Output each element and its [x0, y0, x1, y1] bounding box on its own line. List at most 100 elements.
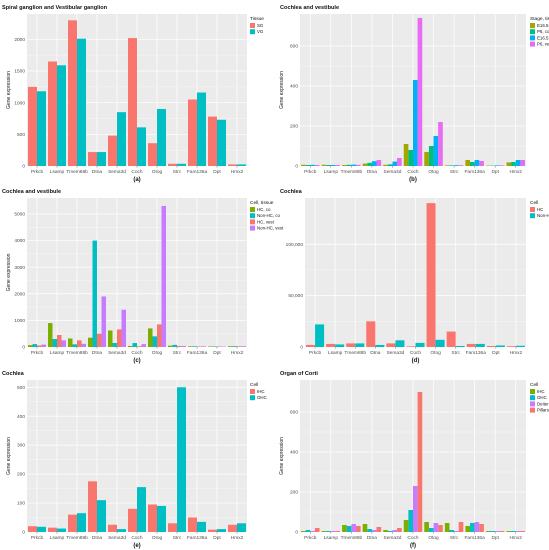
- legend-label: HC: [537, 207, 543, 212]
- legend-swatch: [530, 395, 535, 401]
- bar-non-hc-vest: [41, 344, 46, 347]
- bar-non-hc-vest: [241, 346, 246, 347]
- bar-p6-co: [387, 164, 393, 166]
- bar-hc-vest: [57, 335, 62, 347]
- legend-label: E16.5, vest: [537, 35, 549, 40]
- bar-hc: [346, 343, 356, 347]
- bar-pillars: [397, 528, 402, 532]
- bar-non-hc: [435, 339, 445, 347]
- bar-non-hc-vest: [61, 340, 66, 347]
- bar-sg: [28, 86, 37, 166]
- x-tick-label: Lsamp: [50, 535, 65, 541]
- x-tick-label: Sema3d: [384, 535, 402, 541]
- bar-hc-co: [68, 338, 73, 347]
- x-tick-label: Dtna: [92, 535, 102, 541]
- bar-e16-5-vest: [310, 164, 315, 166]
- bar-non-hc-co: [212, 346, 217, 347]
- x-tick-label: Prkcb: [31, 169, 44, 175]
- legend-swatch: [530, 389, 535, 394]
- bar-ihc: [188, 517, 197, 532]
- bar-hc-vest: [117, 329, 122, 347]
- panel-label: (b): [409, 177, 417, 183]
- bar-hc: [306, 344, 316, 347]
- x-tick-label: Fam136a: [465, 169, 486, 175]
- bar-non-hc-co: [72, 344, 77, 347]
- x-tick-label: Tmem88b: [344, 350, 366, 356]
- bar-vg: [137, 127, 146, 166]
- x-tick-label: Sema3d: [384, 169, 402, 175]
- x-tick-label: Coch: [131, 350, 143, 356]
- legend-label: VG: [257, 29, 264, 34]
- legend-label: Non-HC, vest: [257, 226, 284, 231]
- bar-non-hc-co: [172, 344, 177, 347]
- bar-p6-vest: [520, 160, 525, 166]
- x-tick-label: Tmem88b: [341, 535, 363, 541]
- bar-hc: [466, 343, 476, 347]
- legend-label: HC, co: [257, 207, 271, 212]
- x-tick-label: Prkcb: [31, 535, 44, 541]
- bar-pillars: [314, 528, 320, 532]
- x-tick-label: Strc: [173, 350, 182, 356]
- bar-hc-vest: [197, 346, 202, 347]
- x-tick-label: Dtna: [92, 350, 102, 356]
- legend-label: Non-HC, co: [257, 213, 280, 218]
- legend-label: Pillars: [537, 408, 549, 413]
- y-axis-label: Gene expression: [6, 71, 12, 109]
- x-tick-label: Hmx2: [231, 169, 244, 175]
- x-tick-label: Lsamp: [50, 350, 65, 356]
- bar-non-hc: [315, 324, 325, 347]
- chart-title: Cochlea: [280, 189, 303, 195]
- x-tick-label: Otog: [152, 169, 163, 175]
- bar-e16-5-vest: [433, 136, 439, 166]
- bar-ohc: [137, 487, 146, 532]
- bar-ihc: [383, 530, 388, 532]
- bar-pillars: [355, 526, 361, 532]
- bar-sg: [68, 20, 77, 166]
- x-tick-label: Dpt: [213, 350, 221, 356]
- x-tick-label: Sema3d: [108, 535, 126, 541]
- x-tick-label: Prkcb: [309, 350, 322, 356]
- x-tick-label: Dtna: [367, 535, 377, 541]
- legend-title: Cell, tissue: [250, 200, 274, 206]
- legend-swatch: [250, 23, 255, 28]
- x-tick-label: Lsamp: [324, 169, 339, 175]
- x-tick-label: Tmem88b: [66, 350, 88, 356]
- legend-label: IHC: [537, 389, 545, 394]
- y-tick-label: 1500: [14, 69, 25, 75]
- bar-deiters: [413, 486, 418, 532]
- bar-p6-vest: [397, 158, 402, 166]
- chart-title: Spiral ganglion and Vestibular ganglion: [2, 5, 108, 11]
- legend-label: P6, co: [537, 29, 549, 34]
- bar-sg: [208, 116, 217, 166]
- x-tick-label: Otog: [428, 169, 439, 175]
- bar-non-hc: [455, 345, 465, 347]
- bar-ihc: [108, 524, 117, 532]
- bar-non-hc-vest: [141, 344, 146, 347]
- x-tick-label: Prkcb: [31, 350, 44, 356]
- bar-e16-5-co: [342, 165, 347, 166]
- legend-swatch: [250, 225, 255, 231]
- bar-ohc: [408, 510, 413, 532]
- bar-non-hc-co: [92, 240, 97, 347]
- x-tick-label: Sema3d: [108, 350, 126, 356]
- bar-hc-vest: [77, 340, 82, 347]
- x-tick-label: Fam136a: [466, 350, 487, 356]
- bar-e16-5-co: [506, 162, 512, 166]
- bar-hc: [506, 346, 516, 347]
- bar-e16-5-co: [465, 160, 471, 166]
- bar-ihc: [28, 526, 37, 532]
- bar-vg: [177, 163, 186, 166]
- bar-ihc: [465, 526, 471, 532]
- legend-label: Non-HC: [537, 213, 549, 218]
- bar-non-hc-vest: [201, 346, 206, 347]
- x-tick-label: Lsamp: [328, 350, 343, 356]
- bar-e16-5-co: [383, 164, 388, 166]
- bar-pillars: [438, 525, 443, 532]
- bar-sg: [188, 99, 197, 166]
- bar-ihc: [403, 520, 409, 532]
- x-tick-label: Hmx2: [509, 169, 522, 175]
- bar-pillars: [458, 522, 464, 532]
- bar-vg: [97, 152, 106, 166]
